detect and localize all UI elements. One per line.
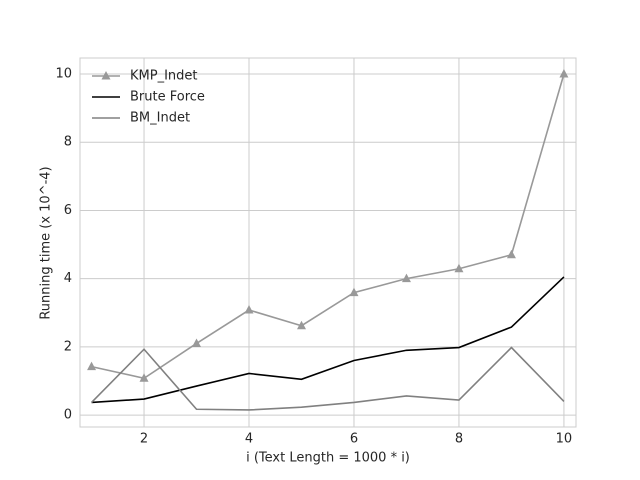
series-line — [91, 276, 565, 404]
y-tick-label: 4 — [64, 271, 72, 286]
legend-label: KMP_Indet — [130, 69, 198, 84]
legend-label: Brute Force — [130, 90, 205, 105]
y-tick-label: 6 — [64, 203, 72, 218]
x-tick-label: 6 — [350, 432, 358, 447]
x-axis-label: i (Text Length = 1000 * i) — [246, 451, 410, 466]
y-tick-label: 10 — [55, 67, 72, 82]
series-line — [91, 73, 565, 380]
marker — [139, 373, 149, 382]
x-tick-label: 10 — [556, 432, 573, 447]
legend-marker — [101, 71, 111, 80]
marker — [87, 361, 97, 371]
y-tick-label: 2 — [64, 339, 72, 354]
marker — [454, 263, 464, 273]
marker — [349, 287, 359, 297]
marker — [401, 273, 411, 283]
marker — [296, 320, 306, 330]
legend-label: BM_Indet — [130, 111, 190, 126]
y-tick-label: 8 — [64, 135, 72, 150]
x-tick-label: 2 — [140, 432, 148, 447]
y-tick-label: 0 — [64, 408, 72, 423]
plot-frame — [79, 57, 577, 428]
series-line — [90, 346, 565, 411]
y-axis-label: Running time (x 10^-4) — [39, 166, 54, 319]
x-tick-label: 4 — [245, 432, 253, 447]
marker — [559, 69, 569, 78]
marker — [192, 338, 202, 347]
marker — [244, 305, 254, 314]
marker — [506, 249, 516, 259]
x-tick-label: 8 — [455, 432, 463, 447]
